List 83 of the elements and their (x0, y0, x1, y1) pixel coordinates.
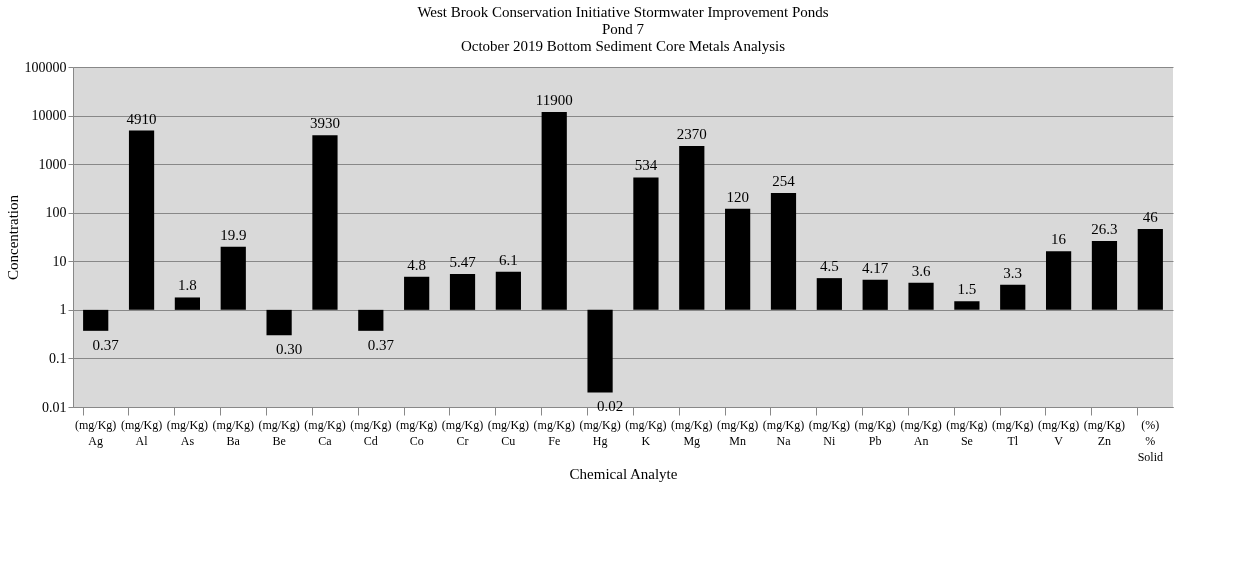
data-label: 4910 (126, 110, 157, 127)
bar (725, 208, 751, 310)
bar (495, 271, 521, 310)
x-tick-label: (mg/Kg) Tl (992, 417, 1034, 448)
bar (770, 193, 797, 310)
data-label: 0.30 (275, 341, 303, 358)
data-label: 0.02 (596, 398, 624, 415)
bar (679, 145, 705, 310)
bar (404, 276, 430, 310)
x-tick-label: (mg/Kg) Al (120, 417, 163, 448)
data-label: 3.6 (911, 262, 931, 279)
x-axis-title: Chemical Analyte (569, 465, 678, 482)
y-tick-label: 100 (45, 205, 67, 221)
bar (587, 309, 613, 393)
x-tick-label: (mg/Kg) Pb (854, 417, 896, 448)
bar (816, 278, 842, 310)
y-tick-label: 10 (52, 253, 67, 269)
bar (449, 274, 476, 310)
x-tick-label: (mg/Kg) As (166, 417, 209, 448)
data-label: 4.8 (407, 256, 427, 273)
bar (1137, 229, 1163, 310)
bar (128, 130, 155, 310)
x-tick-label: (mg/Kg) Mn (716, 417, 759, 448)
bar (633, 177, 659, 310)
data-label: 2370 (676, 125, 707, 142)
x-tick-label: (mg/Kg) V (1037, 417, 1080, 448)
x-tick-label: (mg/Kg) Cr (441, 417, 484, 448)
data-label: 46 (1142, 209, 1159, 226)
data-label: 5.47 (449, 254, 477, 271)
data-label: 4.17 (862, 259, 889, 276)
data-label: 0.37 (92, 336, 120, 353)
data-label: 0.37 (367, 336, 395, 353)
x-tick-label: (mg/Kg) Fe (533, 417, 575, 448)
data-label: 3.3 (1003, 264, 1023, 281)
data-label: 4.5 (819, 258, 839, 275)
data-label: 11900 (535, 91, 573, 108)
bar (1091, 240, 1118, 310)
data-label: 1.8 (178, 277, 197, 294)
y-tick-label: 0.01 (42, 399, 67, 415)
data-label: 534 (634, 157, 658, 174)
bar (1000, 284, 1026, 310)
x-tick-label: (mg/Kg) Zn (1083, 417, 1126, 448)
bar (83, 309, 109, 331)
x-tick-label: (mg/Kg) Ag (75, 417, 117, 448)
x-tick-label: (mg/Kg) Hg (579, 417, 621, 448)
x-tick-label: (mg/Kg) Be (258, 417, 300, 448)
data-label: 254 (772, 173, 796, 190)
bar (1045, 251, 1072, 310)
x-tick-label: (mg/Kg) Ni (808, 417, 850, 448)
x-tick-label: (mg/Kg) Na (762, 417, 805, 448)
bar (220, 246, 246, 310)
y-tick-label: 1 (59, 302, 67, 318)
data-label: 120 (726, 188, 749, 205)
x-tick-label: (mg/Kg) An (900, 417, 942, 448)
data-label: 16 (1051, 231, 1067, 248)
x-tick-label: (mg/Kg) K (625, 417, 667, 448)
y-axis-title: Concentration (4, 194, 21, 280)
bar (541, 111, 567, 310)
data-label: 19.9 (220, 226, 247, 243)
data-label: 6.1 (498, 251, 518, 268)
bar (908, 282, 934, 310)
y-tick-label: 10000 (31, 108, 67, 124)
x-tick-label: (mg/Kg) Se (946, 417, 988, 448)
y-tick-label: 0.1 (49, 350, 67, 366)
bar (954, 301, 980, 310)
y-tick-label: 100000 (24, 59, 67, 75)
bar (862, 279, 888, 310)
x-tick-label: (mg/Kg) Mg (671, 417, 713, 448)
x-tick-label: (mg/Kg) Cu (487, 417, 530, 448)
data-label: 26.3 (1091, 220, 1118, 237)
x-tick-label: (mg/Kg) Co (396, 417, 438, 448)
x-tick-label: (mg/Kg) Cd (350, 417, 392, 448)
bar (266, 309, 292, 336)
y-tick-label: 1000 (38, 156, 67, 172)
bar (312, 135, 338, 310)
x-tick-label: (%) % Solid (1137, 417, 1163, 464)
x-tick-label: (mg/Kg) Ca (304, 417, 346, 448)
data-label: 3930 (309, 115, 340, 132)
x-tick-label: (mg/Kg) Ba (212, 417, 254, 448)
chart-title: West Brook Conservation Initiative Stormwater Improvement Ponds Pond 7 October 2019 Bottom Sediment Core Metals Analysis (417, 4, 829, 54)
bar (358, 309, 384, 331)
data-label: 1.5 (957, 281, 977, 298)
bar (174, 297, 201, 310)
